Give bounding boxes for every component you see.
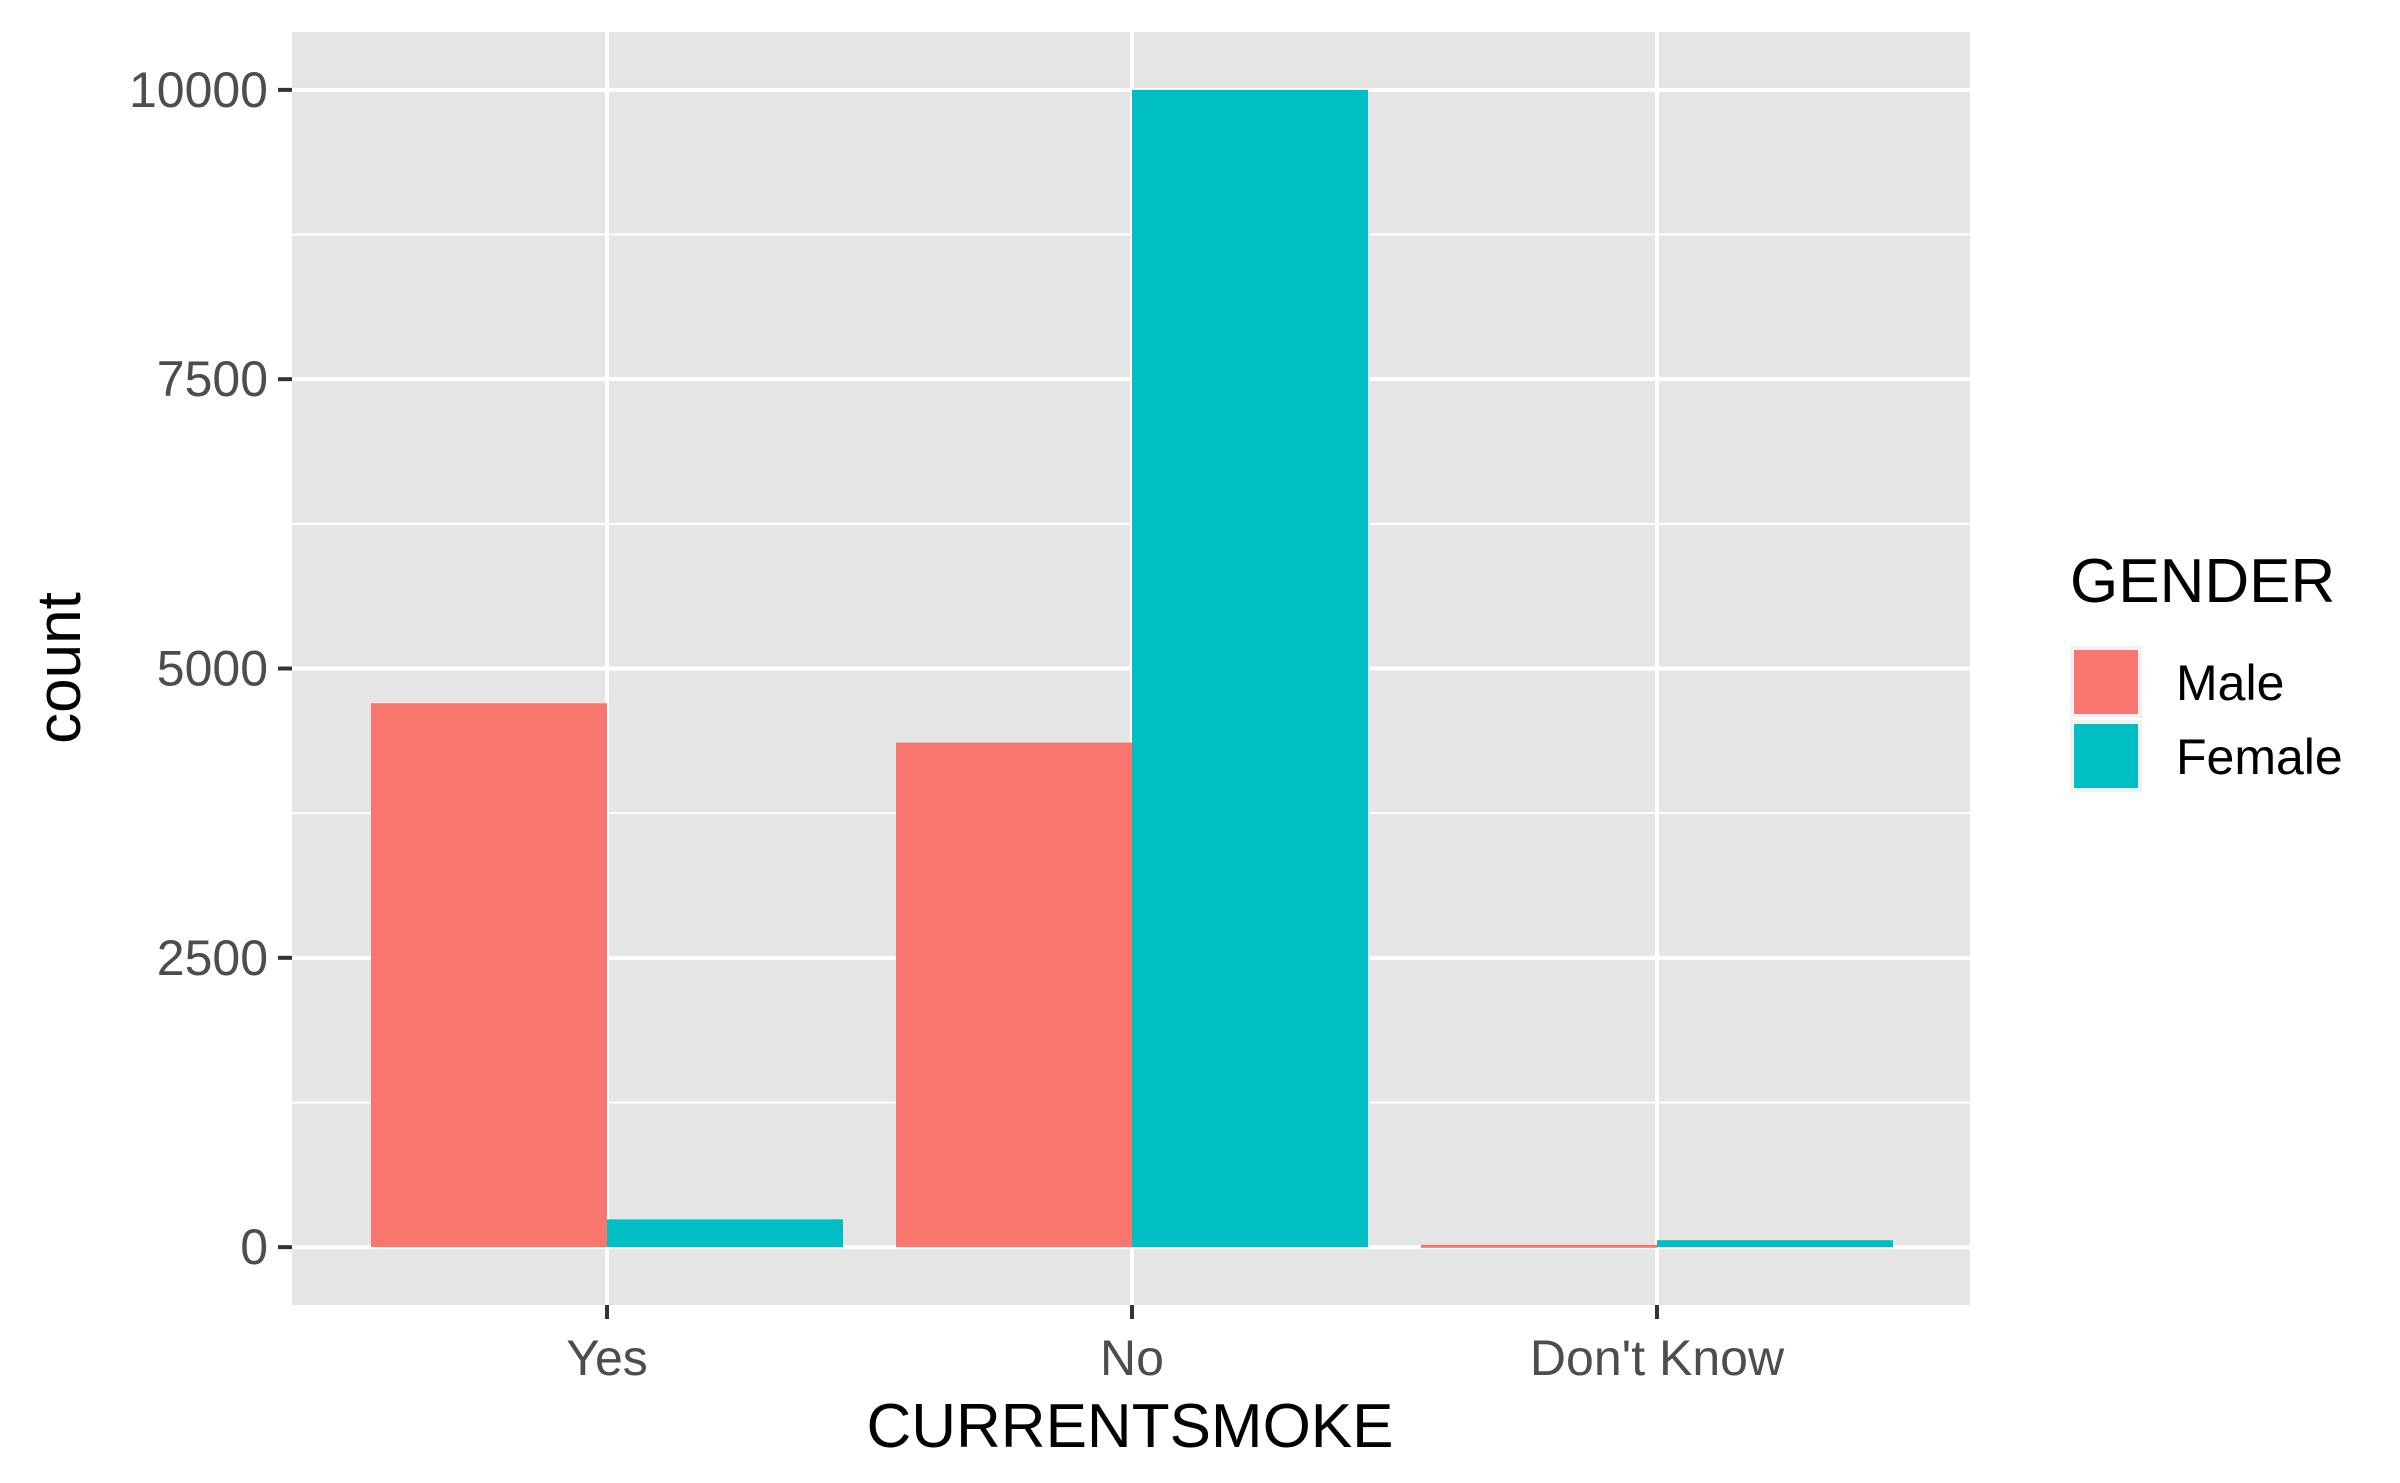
- legend-label-female: Female: [2176, 729, 2343, 785]
- bar-female-don-t-know: [1657, 1240, 1893, 1248]
- y-tick-label: 7500: [157, 351, 268, 407]
- y-tick-label: 5000: [157, 641, 268, 697]
- y-axis-title: count: [25, 592, 94, 744]
- y-tick-label: 0: [240, 1219, 268, 1275]
- x-tick-label: No: [1100, 1330, 1164, 1386]
- bars: [371, 89, 1893, 1248]
- x-axis-title: CURRENTSMOKE: [866, 1392, 1393, 1461]
- y-tick-label: 10000: [129, 62, 268, 118]
- x-tick-label: Yes: [566, 1330, 648, 1386]
- y-tick-label: 2500: [157, 930, 268, 986]
- bar-female-no: [1132, 89, 1368, 1248]
- legend: GENDER Male Female: [2070, 547, 2343, 792]
- bar-male-yes: [371, 703, 607, 1248]
- legend-swatch-female: [2074, 724, 2138, 788]
- legend-items: Male Female: [2070, 646, 2343, 792]
- legend-title: GENDER: [2070, 547, 2335, 616]
- axes: 0 2500 5000 7500 10000 Yes No Don't Know: [129, 62, 1785, 1386]
- bar-male-don-t-know: [1421, 1244, 1657, 1248]
- legend-label-male: Male: [2176, 655, 2284, 711]
- x-tick-label: Don't Know: [1530, 1330, 1785, 1386]
- bar-female-yes: [607, 1219, 843, 1248]
- legend-swatch-male: [2074, 650, 2138, 714]
- bar-male-no: [896, 742, 1132, 1248]
